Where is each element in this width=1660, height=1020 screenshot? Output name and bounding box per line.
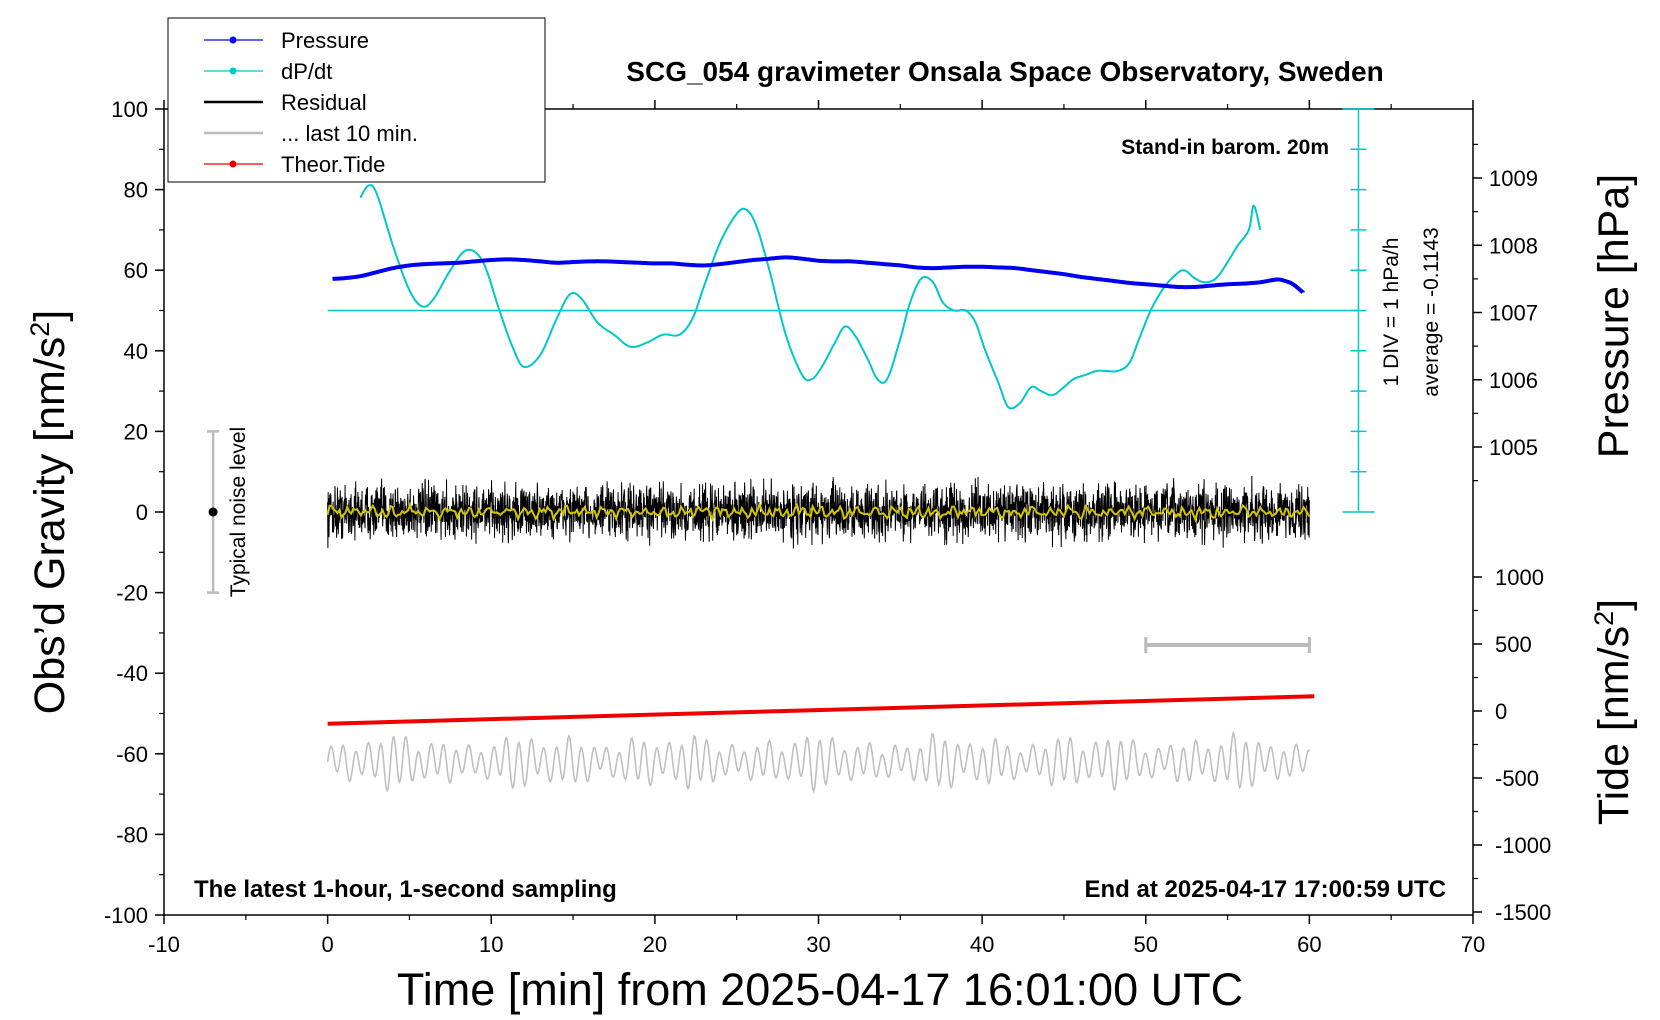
y-axis-title-left: Obs’d Gravity [nm/s2]	[25, 310, 74, 715]
series-last-10-min	[326, 731, 1311, 794]
pressure-tick-label: 1006	[1489, 368, 1538, 393]
y-axis-title-tide: Tide [nm/s2]	[1589, 599, 1638, 825]
legend-label: Pressure	[281, 28, 369, 53]
y-tick-label: -80	[116, 822, 148, 847]
y-tick-label: -40	[116, 661, 148, 686]
x-tick-label: 60	[1297, 932, 1321, 957]
y-tick-label: 20	[124, 419, 148, 444]
legend-box	[167, 17, 546, 183]
tide-tick-label: -1000	[1495, 833, 1551, 858]
series-residual-smoothed	[326, 501, 1311, 524]
legend-marker	[229, 67, 237, 75]
series-residual	[327, 475, 1310, 549]
footer-right-label: End at 2025-04-17 17:00:59 UTC	[1085, 876, 1447, 903]
series-dpdt	[359, 184, 1262, 410]
y-tick-label: 0	[136, 500, 148, 525]
x-axis-title: Time [min] from 2025-04-17 16:01:00 UTC	[397, 964, 1243, 1015]
chart-title: SCG_054 gravimeter Onsala Space Observat…	[626, 56, 1383, 87]
x-tick-label: 70	[1461, 932, 1485, 957]
y-tick-label: -20	[116, 581, 148, 606]
series-theor-tide	[327, 694, 1315, 726]
footer-left-label: The latest 1-hour, 1-second sampling	[194, 876, 617, 903]
pressure-tick-label: 1007	[1489, 301, 1538, 326]
y-tick-label: 60	[124, 258, 148, 283]
y-axis-title-pressure: Pressure [hPa]	[1590, 174, 1638, 458]
x-tick-label: 30	[806, 932, 830, 957]
legend-label: dP/dt	[281, 59, 332, 84]
noise-level-label: Typical noise level	[227, 427, 250, 597]
dpdt-scale-label: 1 DIV = 1 hPa/h	[1380, 238, 1403, 387]
y-tick-label: 100	[111, 97, 148, 122]
y-tick-label: -60	[116, 742, 148, 767]
pressure-tick-label: 1008	[1489, 233, 1538, 258]
tide-tick-label: 1000	[1495, 565, 1544, 590]
x-tick-label: -10	[148, 932, 180, 957]
tide-tick-label: -500	[1495, 766, 1539, 791]
series-pressure	[332, 255, 1305, 294]
pressure-tick-label: 1009	[1489, 166, 1538, 191]
x-tick-label: 50	[1134, 932, 1158, 957]
x-tick-label: 20	[643, 932, 667, 957]
y-tick-label: 80	[124, 178, 148, 203]
legend-label: Theor.Tide	[281, 152, 385, 177]
legend-marker	[229, 36, 237, 44]
tide-tick-label: 0	[1495, 699, 1507, 724]
dpdt-average-label: average = -0.1143	[1420, 227, 1443, 397]
x-tick-label: 40	[970, 932, 994, 957]
tide-tick-label: 500	[1495, 632, 1532, 657]
y-tick-label: 40	[124, 339, 148, 364]
x-tick-label: 0	[322, 932, 334, 957]
stand-in-label: Stand-in barom. 20m	[1121, 136, 1329, 159]
x-tick-label: 10	[479, 932, 503, 957]
legend-marker	[229, 160, 237, 168]
pressure-tick-label: 1005	[1489, 435, 1538, 460]
noise-bar-center	[208, 507, 218, 517]
tide-tick-label: -1500	[1495, 900, 1551, 925]
legend-label: ... last 10 min.	[281, 121, 418, 146]
y-tick-label: -100	[104, 903, 148, 928]
legend-label: Residual	[281, 90, 367, 115]
